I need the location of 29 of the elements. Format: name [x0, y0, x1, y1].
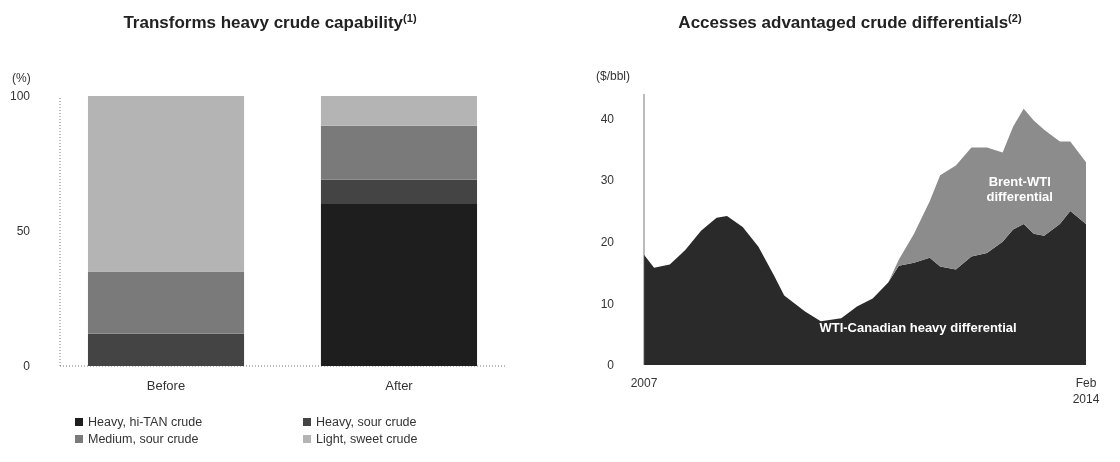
bar	[320, 204, 478, 366]
series-label: WTI-Canadian heavy differential	[819, 320, 1017, 336]
y-tick-label: 10	[600, 296, 615, 311]
legend-label: Light, sweet crude	[316, 432, 418, 446]
series-label: Brent-WTI differential	[986, 174, 1053, 205]
bar	[87, 333, 245, 366]
bar	[87, 271, 245, 334]
y-tick-label: 50	[16, 224, 31, 239]
x-tick-label: Before	[146, 378, 186, 393]
bar	[320, 179, 478, 204]
bar	[87, 96, 245, 272]
y-tick-label: 40	[600, 111, 615, 126]
legend-label: Heavy, hi-TAN crude	[88, 415, 203, 429]
chart-title: Accesses advantaged crude differentials$^{(2)}$	[678, 12, 1022, 32]
y-axis-title: (%)	[12, 71, 31, 85]
y-tick-label: 0	[607, 358, 615, 373]
y-tick-label: 100	[9, 89, 31, 104]
y-tick-label: 0	[23, 359, 31, 374]
y-tick-label: 30	[600, 173, 615, 188]
bar	[320, 96, 478, 126]
legend-label: Heavy, sour crude	[316, 415, 417, 429]
bar	[320, 125, 478, 180]
y-tick-label: 20	[600, 235, 615, 250]
x-tick-label: Feb 2014	[1072, 376, 1100, 406]
x-tick-label: 2007	[630, 376, 658, 390]
legend-label: Medium, sour crude	[88, 432, 199, 446]
chart-title: Transforms heavy crude capability$^{(1)}$	[123, 12, 417, 32]
y-axis-title: ($/bbl)	[596, 69, 631, 83]
x-tick-label: After	[385, 378, 414, 393]
